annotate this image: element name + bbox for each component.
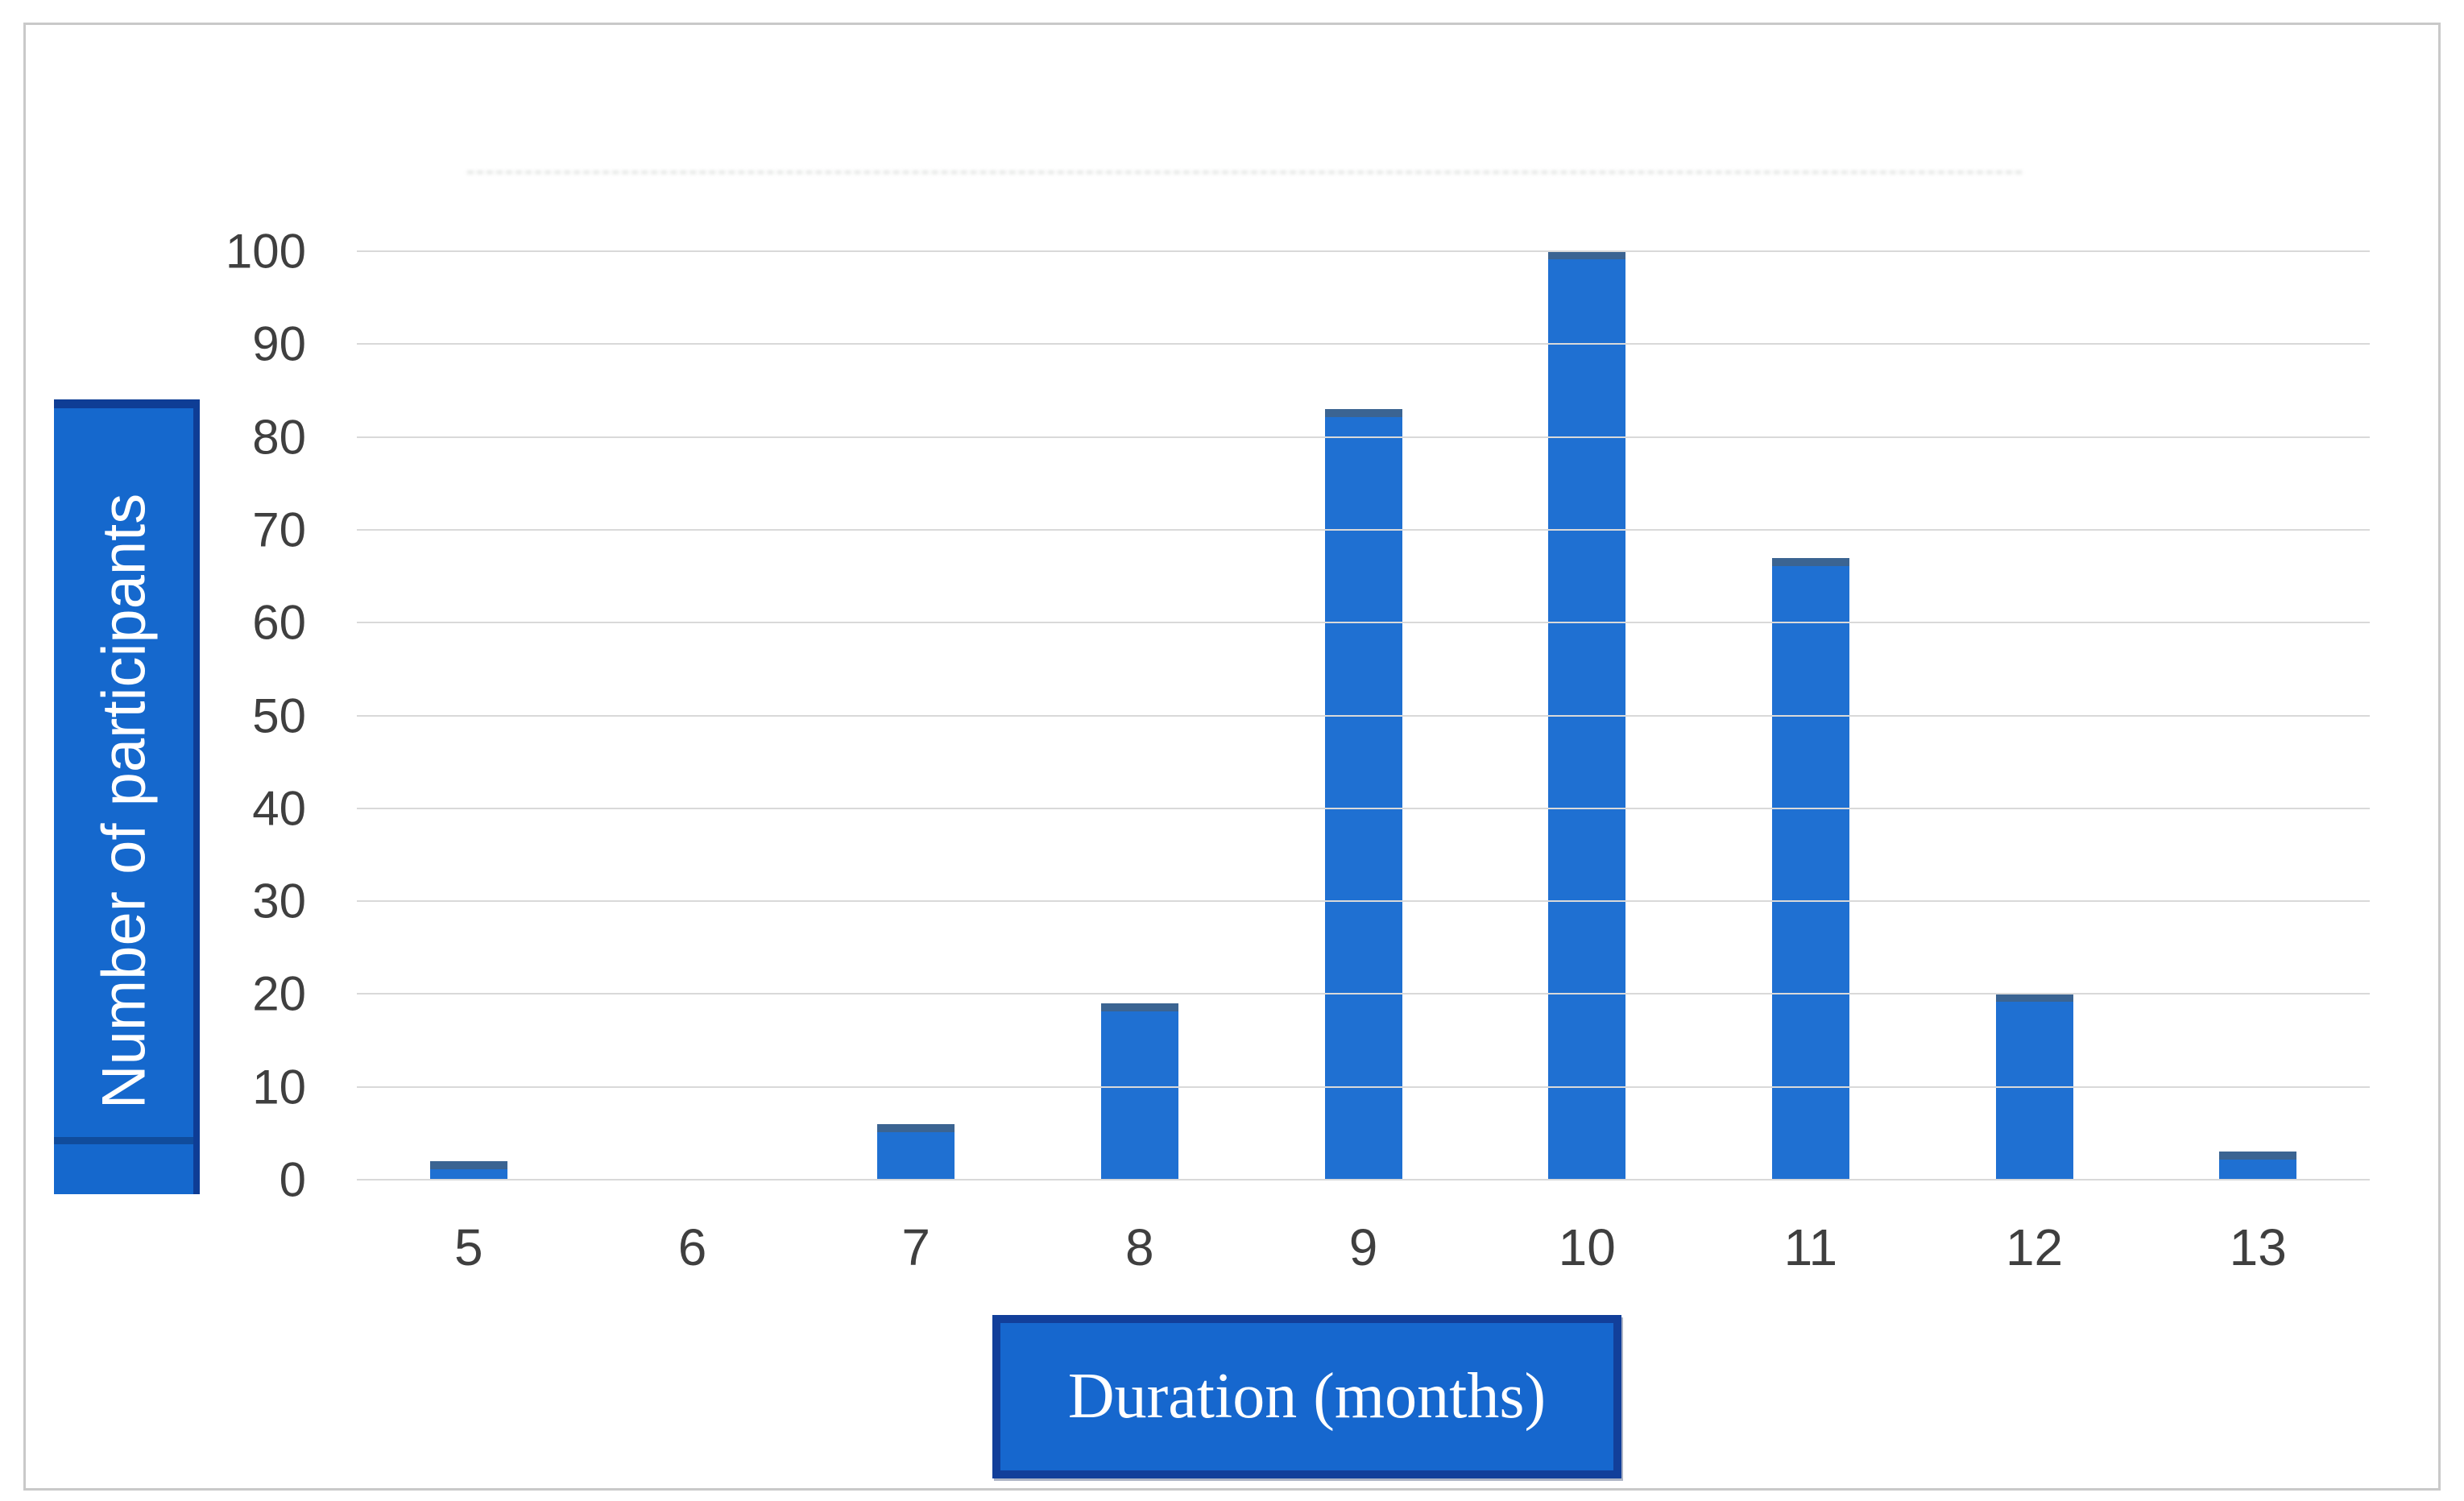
- y-axis-ticks: 0 10 20 30 40 50 60 70 80 90 100: [129, 225, 306, 1207]
- bar-slot: [804, 251, 1028, 1180]
- x-tick-label: 8: [1125, 1218, 1154, 1276]
- gridline: [357, 343, 2370, 345]
- plot-area: [357, 250, 2370, 1181]
- gridline: [357, 1179, 2370, 1181]
- gridline: [357, 436, 2370, 438]
- bar-slot: [1252, 251, 1476, 1180]
- bar-slot: [1699, 251, 1923, 1180]
- y-tick-label: 90: [252, 316, 306, 371]
- chart-frame-border: [23, 23, 2441, 1491]
- bar-8: [1100, 1003, 1178, 1180]
- bar-9: [1324, 409, 1402, 1180]
- x-axis-label: Duration (months): [1067, 1361, 1547, 1432]
- bar-11: [1771, 557, 1849, 1180]
- x-tick-label: 12: [2005, 1218, 2064, 1276]
- erased-title-artifact: [467, 171, 2022, 174]
- y-tick-label: 10: [252, 1060, 306, 1114]
- x-tick-label: 13: [2229, 1218, 2287, 1276]
- y-tick-label: 0: [279, 1152, 306, 1207]
- y-tick-label: 80: [252, 410, 306, 465]
- gridline: [357, 528, 2370, 531]
- x-tick-label: 6: [677, 1218, 707, 1276]
- y-tick-label: 40: [252, 781, 306, 836]
- gridline: [357, 900, 2370, 903]
- y-tick-label: 70: [252, 502, 306, 557]
- x-tick-label: 10: [1558, 1218, 1616, 1276]
- bar-5: [429, 1160, 507, 1180]
- gridline: [357, 714, 2370, 717]
- y-tick-label: 20: [252, 966, 306, 1021]
- x-tick-label: 9: [1348, 1218, 1378, 1276]
- bar-7: [877, 1123, 955, 1180]
- y-tick-label: 30: [252, 874, 306, 928]
- x-tick-label: 5: [454, 1218, 483, 1276]
- y-tick-label: 60: [252, 595, 306, 650]
- gridline: [357, 1085, 2370, 1088]
- bar-slot: [1028, 251, 1252, 1180]
- bar-slot: [2146, 251, 2370, 1180]
- y-tick-label: 100: [225, 224, 306, 279]
- x-tick-label: 7: [901, 1218, 930, 1276]
- y-axis-label-box: Number of participants: [54, 399, 200, 1194]
- x-axis-ticks: 5 6 7 8 9 10 11 12 13: [357, 1218, 2370, 1277]
- gridline: [357, 622, 2370, 624]
- bar-13: [2219, 1152, 2297, 1180]
- gridline: [357, 993, 2370, 995]
- x-tick-label: 11: [1783, 1218, 1838, 1276]
- bar-slot: [357, 251, 581, 1180]
- x-axis-label-box: Duration (months): [992, 1315, 1621, 1478]
- gridline: [357, 807, 2370, 809]
- y-tick-label: 50: [252, 688, 306, 742]
- gridline: [357, 250, 2370, 252]
